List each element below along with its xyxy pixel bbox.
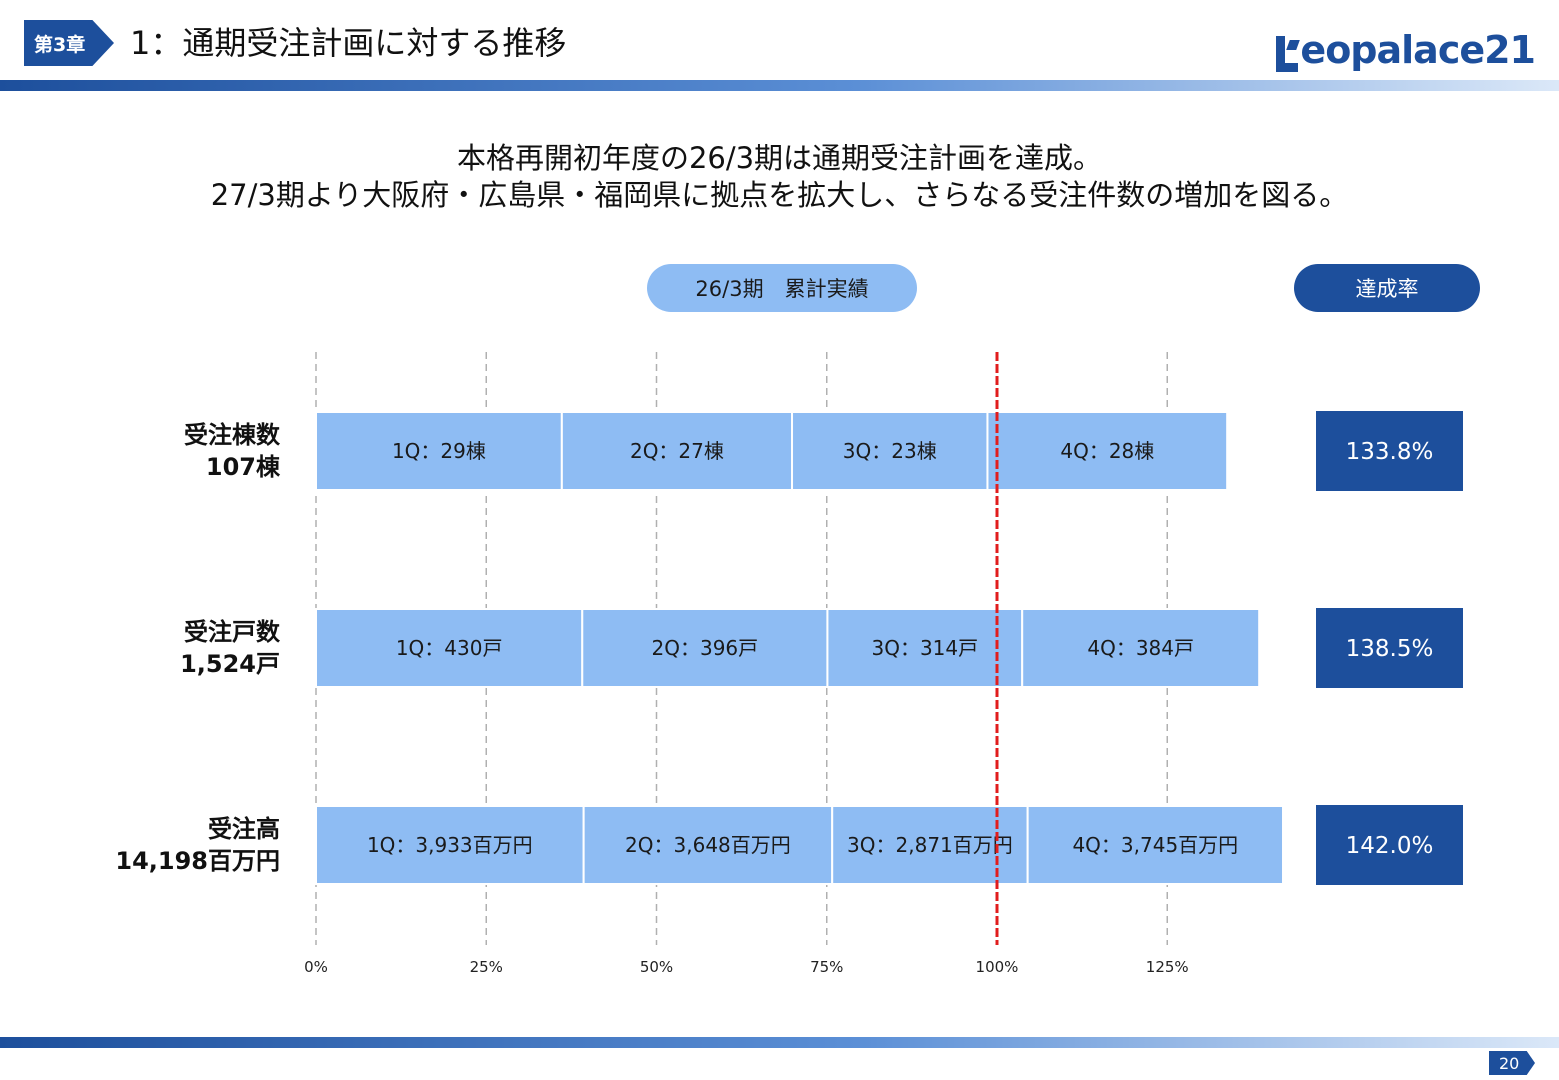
row-label: 受注高 (208, 815, 280, 843)
bar-segment-label: 3Q：2,871百万円 (847, 833, 1013, 857)
x-tick-label: 0% (304, 958, 328, 976)
headline: 本格再開初年度の26/3期は通期受注計画を達成。 27/3期より大阪府・広島県・… (0, 140, 1559, 214)
bar-segment-label: 3Q：23棟 (843, 439, 937, 463)
row-label: 受注戸数 (184, 618, 281, 646)
row-label: 受注棟数 (184, 421, 281, 449)
achievement-value: 142.0% (1346, 833, 1434, 859)
achievement-chart: 0% 25% 50% 75% 100% 125% 受注棟数 107棟 1Q：29棟 2Q：27棟 3… (115, 352, 1463, 976)
page-title: 1：通期受注計画に対する推移 (130, 24, 567, 62)
header-rule (0, 80, 1559, 91)
bar-segment-label: 1Q：3,933百万円 (367, 833, 533, 857)
bar-segment (791, 411, 989, 491)
row-total: 107棟 (206, 453, 281, 481)
bar-segment (315, 608, 584, 688)
achievement-value: 138.5% (1346, 636, 1434, 662)
achievement-box (1316, 608, 1463, 688)
logo-mark-icon (1276, 36, 1301, 72)
headline-line-2: 27/3期より大阪府・広島県・福岡県に拠点を拡大し、さらなる受注件数の増加を図る… (210, 178, 1349, 212)
bar-segment (1021, 608, 1261, 688)
bar-segment (315, 805, 585, 885)
page-number: 20 (1489, 1051, 1535, 1075)
achievement-box (1316, 411, 1463, 491)
x-tick-label: 125% (1146, 958, 1189, 976)
bar-segment (560, 411, 794, 491)
bar-segment-label: 1Q：430戸 (396, 636, 503, 660)
achievement-rate-pill: 達成率 (1294, 264, 1480, 312)
bar-segment (1026, 805, 1285, 885)
company-logo: eopalace21 (1276, 26, 1536, 72)
achievement-box (1316, 805, 1463, 885)
headline-line-1: 本格再開初年度の26/3期は通期受注計画を達成。 (456, 141, 1103, 175)
x-tick-label: 100% (976, 958, 1019, 976)
x-tick-label: 50% (640, 958, 673, 976)
bar-segment-label: 2Q：27棟 (630, 439, 724, 463)
bar-segment (582, 805, 834, 885)
achievement-value: 133.8% (1346, 439, 1434, 465)
x-tick-label: 75% (810, 958, 843, 976)
bar-segment-label: 2Q：396戸 (652, 636, 759, 660)
footer-rule (0, 1037, 1559, 1048)
logo-text: eopalace21 (1300, 28, 1536, 72)
bar-segment-label: 4Q：28棟 (1060, 439, 1154, 463)
row-total: 14,198百万円 (115, 847, 280, 875)
bar-segment (986, 411, 1229, 491)
bar-segment-label: 4Q：384戸 (1087, 636, 1194, 660)
bar-segment-label: 2Q：3,648百万円 (625, 833, 791, 857)
bar-segment-label: 3Q：314戸 (871, 636, 978, 660)
bar-segment-label: 1Q：29棟 (392, 439, 486, 463)
x-tick-label: 25% (470, 958, 503, 976)
chapter-tag: 第3章 (24, 20, 114, 66)
bar-segment (315, 411, 563, 491)
bar-segment (826, 608, 1024, 688)
bar-segment-label: 4Q：3,745百万円 (1072, 833, 1238, 857)
row-total: 1,524戸 (180, 650, 280, 678)
results-pill: 26/3期 累計実績 (647, 264, 917, 312)
